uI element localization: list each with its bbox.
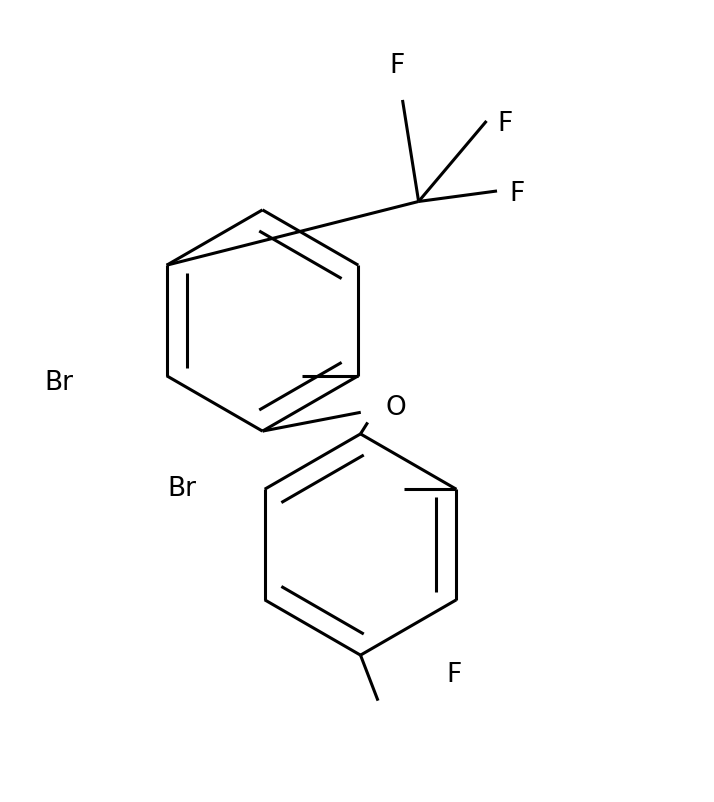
- Text: F: F: [497, 111, 512, 137]
- Text: Br: Br: [167, 476, 196, 501]
- Text: Br: Br: [44, 371, 74, 396]
- Text: F: F: [389, 53, 405, 79]
- Text: F: F: [510, 181, 525, 208]
- Text: F: F: [447, 662, 462, 688]
- Text: O: O: [385, 395, 406, 421]
